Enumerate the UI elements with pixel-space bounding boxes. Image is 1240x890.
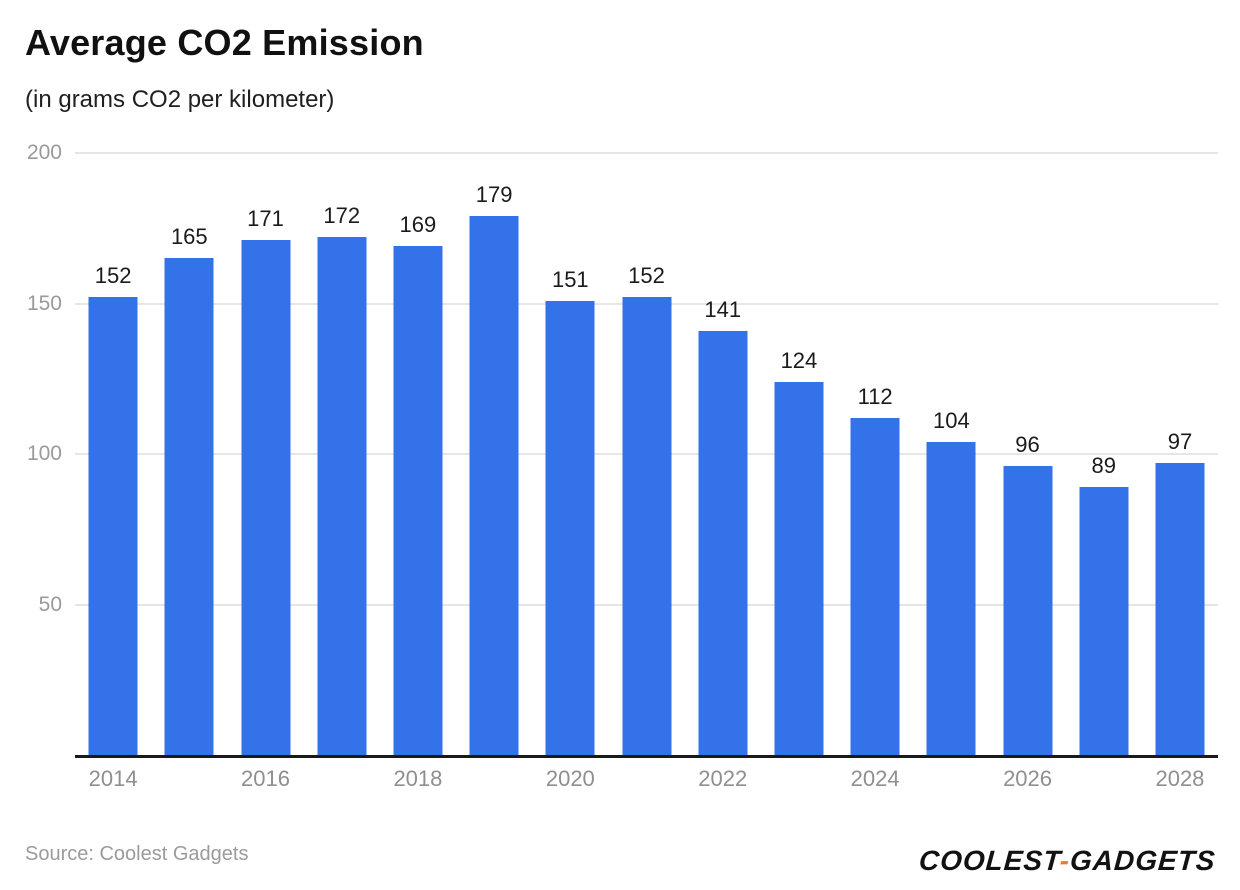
bar-2023 bbox=[774, 381, 824, 755]
bar-column-2016: 171 bbox=[227, 153, 303, 755]
page-title: Average CO2 Emission bbox=[25, 22, 424, 63]
bar-column-2020: 151 bbox=[532, 153, 608, 755]
bar-value-label-2024: 112 bbox=[857, 383, 893, 409]
bar-value-label-2025: 104 bbox=[932, 407, 970, 433]
bar-value-label-2018: 169 bbox=[399, 212, 437, 238]
bar-2016 bbox=[241, 240, 290, 755]
bar-2014 bbox=[88, 297, 138, 755]
x-tick-label-2027 bbox=[1066, 766, 1142, 798]
bar-column-2018: 169 bbox=[380, 153, 456, 755]
bar-2027 bbox=[1079, 487, 1129, 755]
x-tick-label-2024: 2024 bbox=[850, 766, 900, 791]
bar-value-label-2017: 172 bbox=[323, 203, 361, 229]
bar-2020 bbox=[545, 300, 595, 755]
x-tick-label-2015 bbox=[151, 766, 227, 798]
bar-column-2023: 124 bbox=[761, 153, 837, 755]
bar-column-2028: 97 bbox=[1142, 153, 1218, 755]
bar-2019 bbox=[469, 216, 519, 755]
bar-column-2021: 152 bbox=[608, 153, 684, 755]
x-tick-label-2028: 2028 bbox=[1155, 766, 1205, 791]
x-tick-label-2016: 2016 bbox=[241, 766, 290, 791]
bar-value-label-2020: 151 bbox=[551, 266, 589, 292]
bar-2026 bbox=[1003, 466, 1053, 755]
bar-value-label-2023: 124 bbox=[780, 347, 818, 373]
bar-value-label-2026: 96 bbox=[1015, 432, 1040, 458]
x-tick-label-2025 bbox=[913, 766, 989, 798]
bar-2017 bbox=[317, 237, 367, 755]
logo-part1: COOLEST bbox=[918, 845, 1062, 876]
x-tick-label-2026: 2026 bbox=[1003, 766, 1053, 791]
y-tick-label-200: 200 bbox=[26, 141, 62, 164]
bar-column-2025: 104 bbox=[913, 153, 989, 755]
source-note: Source: Coolest Gadgets bbox=[25, 843, 249, 865]
bar-value-label-2016: 171 bbox=[247, 206, 284, 232]
bar-column-2027: 89 bbox=[1066, 153, 1142, 755]
y-axis: 50 100 150 200 bbox=[0, 141, 62, 755]
x-axis-line bbox=[75, 755, 1218, 758]
bar-2018 bbox=[393, 246, 443, 755]
bar-2028 bbox=[1155, 463, 1205, 755]
y-tick-label-150: 150 bbox=[26, 291, 62, 315]
bar-column-2015: 165 bbox=[151, 153, 227, 755]
bar-column-2022: 141 bbox=[685, 153, 761, 755]
x-tick-label-2019 bbox=[456, 766, 532, 798]
y-tick-label-100: 100 bbox=[26, 442, 62, 465]
bar-column-2017: 172 bbox=[304, 153, 380, 755]
bar-column-2014: 152 bbox=[75, 153, 151, 755]
bar-value-label-2019: 179 bbox=[475, 182, 513, 208]
bar-2021 bbox=[622, 297, 672, 755]
x-tick-label-2020: 2020 bbox=[545, 766, 595, 791]
bar-value-label-2015: 165 bbox=[170, 224, 208, 250]
x-tick-label-2018: 2018 bbox=[393, 766, 443, 791]
bar-value-label-2027: 89 bbox=[1091, 453, 1116, 479]
plot-area: 152 165 171 172 169 179 151 152 141 124 112 104 96 89… bbox=[75, 152, 1218, 758]
x-tick-label-2021 bbox=[608, 766, 684, 798]
x-tick-label-2014: 2014 bbox=[88, 766, 138, 791]
x-tick-label-2022: 2022 bbox=[698, 766, 748, 791]
bar-column-2019: 179 bbox=[456, 153, 532, 755]
bar-2015 bbox=[164, 258, 214, 755]
bar-2024 bbox=[850, 417, 900, 755]
bar-value-label-2028: 97 bbox=[1167, 429, 1193, 455]
bar-series: 152 165 171 172 169 179 151 152 141 124 112 104 96 89… bbox=[75, 153, 1218, 755]
bar-value-label-2014: 152 bbox=[94, 263, 132, 289]
bar-value-label-2022: 141 bbox=[704, 296, 742, 322]
bar-value-label-2021: 152 bbox=[628, 263, 665, 289]
bar-2022 bbox=[698, 330, 748, 755]
x-tick-label-2023 bbox=[761, 766, 837, 798]
logo-part2: GADGETS bbox=[1069, 845, 1218, 876]
bar-column-2024: 112 bbox=[837, 153, 913, 755]
x-axis: 2014 2016 2018 2020 2022 2024 2026 2028 bbox=[75, 766, 1218, 798]
x-tick-label-2017 bbox=[304, 766, 380, 798]
bar-2025 bbox=[926, 441, 976, 755]
page-subtitle: (in grams CO2 per kilometer) bbox=[25, 86, 335, 113]
gridline-200 bbox=[75, 152, 1218, 154]
coolest-gadgets-logo: COOLEST-GADGETS bbox=[918, 845, 1217, 877]
bar-column-2026: 96 bbox=[989, 153, 1065, 755]
y-tick-label-50: 50 bbox=[38, 592, 62, 616]
